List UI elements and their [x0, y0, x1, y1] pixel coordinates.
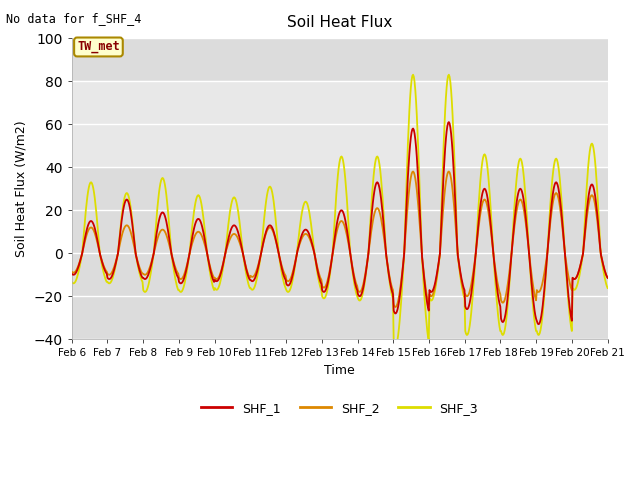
Text: TW_met: TW_met	[77, 40, 120, 53]
Bar	[72, 81, 607, 167]
X-axis label: Time: Time	[324, 364, 355, 377]
Title: Soil Heat Flux: Soil Heat Flux	[287, 15, 392, 30]
Y-axis label: Soil Heat Flux (W/m2): Soil Heat Flux (W/m2)	[15, 120, 28, 257]
Text: No data for f_SHF_4: No data for f_SHF_4	[6, 12, 142, 25]
Legend: SHF_1, SHF_2, SHF_3: SHF_1, SHF_2, SHF_3	[196, 397, 483, 420]
